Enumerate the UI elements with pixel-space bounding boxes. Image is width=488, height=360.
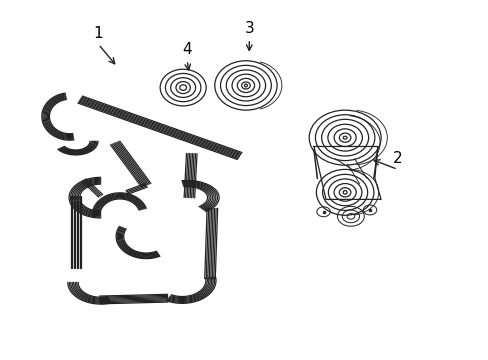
Text: 4: 4 <box>182 42 191 57</box>
Text: 1: 1 <box>93 26 103 41</box>
Text: 3: 3 <box>244 21 254 36</box>
Text: 2: 2 <box>392 151 402 166</box>
